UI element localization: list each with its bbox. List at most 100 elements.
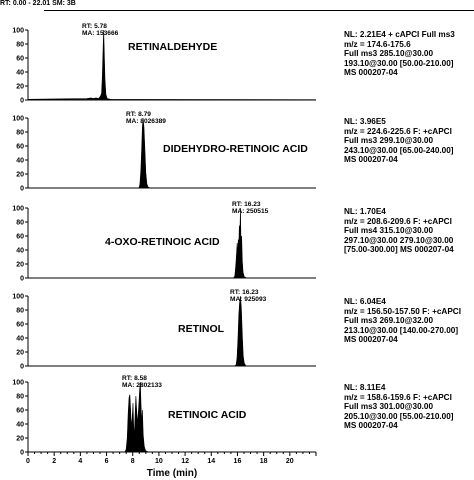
x-tick-label: 18 <box>260 458 268 465</box>
x-tick-label: 6 <box>105 458 109 465</box>
info-line: m/z = 156.50-157.50 F: +cAPCI <box>344 306 461 316</box>
info-line: Full ms4 315.10@30.00 <box>344 226 434 236</box>
y-tick-label: 60 <box>16 55 24 62</box>
y-tick-label: 40 <box>16 247 24 254</box>
y-tick-label: 100 <box>12 205 24 212</box>
x-axis: 0 2 4 6 8 10 12 14 16 18 20 Time (min) <box>26 452 317 479</box>
chromatogram-trace <box>28 381 316 453</box>
info-line: NL: 8.11E4 <box>344 383 386 392</box>
compound-label: RETINOL <box>178 323 225 335</box>
y-tick-label: 20 <box>16 83 24 90</box>
peak-ma-label: MA: 2802133 <box>122 382 162 389</box>
compound-label: 4-OXO-RETINOIC ACID <box>105 236 220 248</box>
y-tick-label: 80 <box>16 129 24 136</box>
x-tick-label: 4 <box>78 458 82 465</box>
compound-label: RETINALDEHYDE <box>128 41 217 53</box>
x-tick-label: 8 <box>131 458 135 465</box>
y-tick-label: 40 <box>16 157 24 164</box>
y-tick-label: 80 <box>16 41 24 48</box>
info-line: MS 000207-04 <box>344 421 398 431</box>
chromatogram-trace <box>28 117 316 189</box>
info-line: Full ms3 285.10@30.00 <box>344 49 434 59</box>
info-line: MS 000207-04 <box>344 155 398 165</box>
info-block-retinol: NL: 6.04E4 m/z = 156.50-157.50 F: +cAPCI… <box>344 297 461 345</box>
y-tick-label: 60 <box>16 233 24 240</box>
x-tick-label: 16 <box>234 458 242 465</box>
y-tick-label: 100 <box>12 293 24 300</box>
peak-rt-label: RT: 8.79 <box>126 111 151 118</box>
y-tick-label: 100 <box>12 27 24 34</box>
y-tick-label: 20 <box>16 171 24 178</box>
x-tick-label: 20 <box>286 458 294 465</box>
peak-rt-label: RT: 16.23 <box>230 289 259 296</box>
y-tick-label: 60 <box>16 407 24 414</box>
info-block-retinaldehyde: NL: 2.21E4 + cAPCI Full ms3 m/z = 174.6-… <box>344 30 455 78</box>
info-line: MS 000207-04 <box>344 68 398 78</box>
info-line: [75.00-300.00] MS 000207-04 <box>344 245 454 255</box>
y-tick-label: 0 <box>20 363 24 370</box>
peak-rt-label: RT: 8.58 <box>122 375 147 382</box>
peak-ma-label: MA: 250515 <box>232 208 269 215</box>
y-tick-label: 20 <box>16 435 24 442</box>
x-tick-label: 0 <box>26 458 30 465</box>
peak-rt-label: RT: 5.78 <box>82 23 107 30</box>
info-line: NL: 6.04E4 <box>344 297 386 306</box>
y-tick-label: 0 <box>20 275 24 282</box>
info-line: m/z = 158.6-159.6 F: +cAPCI <box>344 392 452 402</box>
header-rule <box>44 10 474 11</box>
x-tick-label: 12 <box>181 458 189 465</box>
peak-ma-label: MA: 8026389 <box>126 118 166 125</box>
peak-ma-label: MA: 925093 <box>230 296 267 303</box>
peak-ma-label: MA: 153666 <box>82 30 119 37</box>
y-tick-label: 20 <box>16 261 24 268</box>
compound-label: RETINOIC ACID <box>168 409 247 421</box>
y-tick-label: 40 <box>16 335 24 342</box>
y-tick-label: 0 <box>20 449 24 456</box>
info-line: Full ms3 299.10@30.00 <box>344 136 434 146</box>
info-line: NL: 1.70E4 <box>344 207 386 216</box>
info-block-didehydro-retinoic-acid: NL: 3.96E5 m/z = 224.6-225.6 F: +cAPCI F… <box>344 117 454 165</box>
y-tick-label: 100 <box>12 379 24 386</box>
compound-label: DIDEHYDRO-RETINOIC ACID <box>163 143 308 155</box>
info-line: NL: 3.96E5 <box>344 117 386 126</box>
x-tick-label: 14 <box>207 458 215 465</box>
info-line: Full ms3 301.00@30.00 <box>344 402 434 412</box>
info-block-4-oxo-retinoic-acid: NL: 1.70E4 m/z = 208.6-209.6 F: +cAPCI F… <box>344 207 454 255</box>
info-line: 297.10@30.00 279.10@30.00 <box>344 235 454 245</box>
info-line: MS 000207-04 <box>344 335 398 345</box>
x-tick-label: 10 <box>155 458 163 465</box>
y-tick-label: 20 <box>16 349 24 356</box>
y-tick-label: 0 <box>20 185 24 192</box>
y-tick-label: 60 <box>16 321 24 328</box>
y-tick-label: 80 <box>16 393 24 400</box>
chromatogram-trace <box>28 207 316 279</box>
info-line: 213.10@30.00 [140.00-270.00] <box>344 325 459 335</box>
x-tick-label: 2 <box>52 458 56 465</box>
info-line: Full ms3 269.10@32.00 <box>344 316 434 326</box>
info-line: 243.10@30.00 [65.00-240.00] <box>344 145 454 155</box>
info-line: m/z = 224.6-225.6 F: +cAPCI <box>344 126 452 136</box>
y-tick-label: 80 <box>16 307 24 314</box>
info-line: 193.10@30.00 [50.00-210.00] <box>344 58 454 68</box>
info-block-retinoic-acid: NL: 8.11E4 m/z = 158.6-159.6 F: +cAPCI F… <box>344 383 454 431</box>
peak-rt-label: RT: 16.23 <box>232 201 261 208</box>
y-tick-label: 40 <box>16 421 24 428</box>
rt-range-header: RT: 0.00 - 22.01 SM: 3B <box>0 0 76 7</box>
info-line: m/z = 208.6-209.6 F: +cAPCI <box>344 216 452 226</box>
y-tick-label: 0 <box>20 97 24 104</box>
y-tick-label: 80 <box>16 219 24 226</box>
x-axis-title: Time (min) <box>147 468 197 479</box>
chromatogram-trace <box>28 295 316 367</box>
y-tick-label: 40 <box>16 69 24 76</box>
info-line: 205.10@30.00 [55.00-210.00] <box>344 411 454 421</box>
y-tick-label: 100 <box>12 115 24 122</box>
info-line: m/z = 174.6-175.6 <box>344 39 411 49</box>
y-tick-label: 60 <box>16 143 24 150</box>
